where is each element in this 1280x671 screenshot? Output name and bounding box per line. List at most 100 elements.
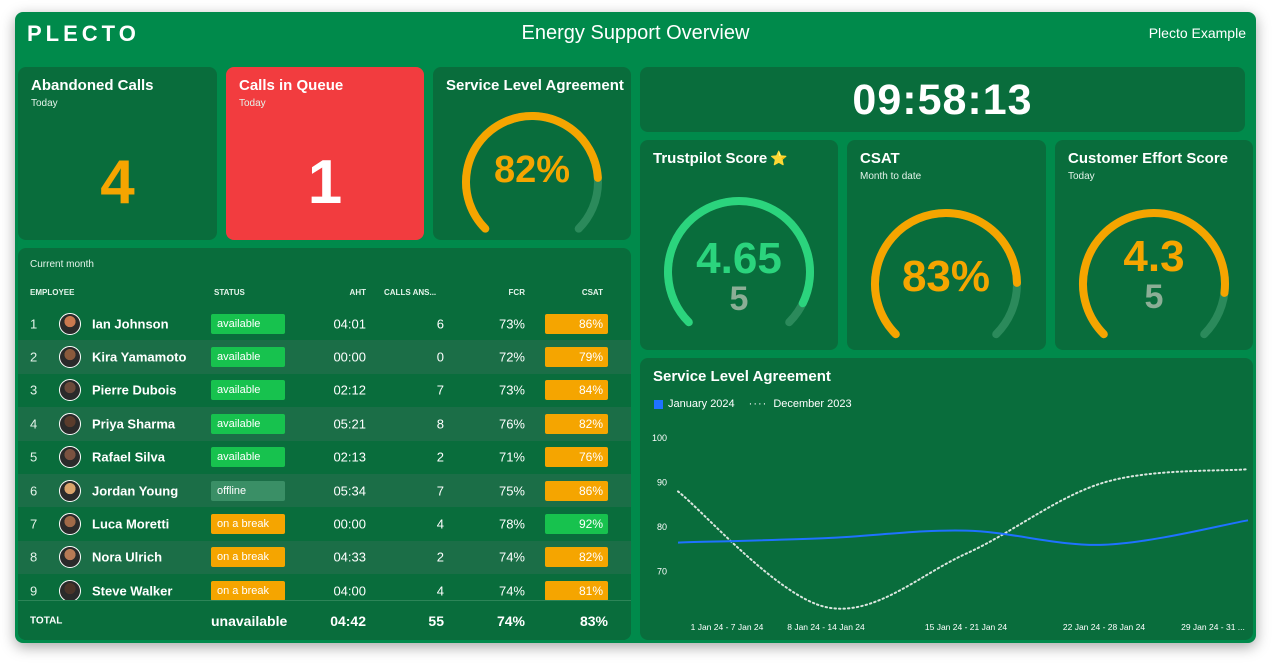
legend-label-december[interactable]: December 2023	[773, 398, 852, 410]
card-title: Abandoned Calls	[31, 77, 154, 94]
gauge-arc	[1079, 208, 1229, 339]
table-row[interactable]: 6 Jordan Young offline 05:34 7 75% 86%	[18, 473, 631, 508]
employee-name[interactable]: Rafael Silva	[92, 449, 165, 465]
ces-value: 4.3	[1123, 232, 1185, 281]
card-subtitle: Today	[1068, 171, 1095, 182]
employee-name[interactable]: Jordan Young	[92, 483, 179, 499]
trustpilot-card: Trustpilot Score ⭐ 4.65 5	[640, 140, 838, 350]
avatar	[59, 479, 81, 502]
y-tick-label: 80	[657, 522, 667, 532]
status-badge: available	[211, 313, 285, 334]
fcr-value: 75%	[498, 483, 525, 499]
calls-value: 4	[436, 516, 444, 532]
csat-badge: 82%	[545, 413, 608, 434]
star-icon: ⭐	[770, 150, 788, 166]
fcr-value: 74%	[498, 549, 525, 565]
gauge-arc	[462, 112, 602, 233]
csat-badge: 82%	[545, 547, 608, 568]
sla-gauge-card: Service Level Agreement 82%	[433, 67, 631, 240]
sla-gauge: 82%	[457, 105, 607, 235]
col-header-aht[interactable]: AHT	[349, 288, 366, 297]
series-line[interactable]	[677, 519, 1249, 546]
table-period: Current month	[30, 259, 94, 270]
status-badge: available	[211, 380, 285, 401]
sla-chart-card: Service Level Agreement January 2024 ···…	[640, 358, 1253, 640]
employee-name[interactable]: Priya Sharma	[92, 416, 176, 432]
aht-value: 04:00	[333, 583, 366, 599]
employee-name[interactable]: Kira Yamamoto	[92, 349, 187, 365]
trustpilot-max: 5	[729, 280, 749, 318]
avatar	[59, 546, 81, 569]
employee-name[interactable]: Steve Walker	[92, 583, 173, 599]
sla-gauge-value: 82%	[493, 149, 571, 191]
employee-table-card: Current month EMPLOYEE STATUS AHT CALLS …	[18, 248, 631, 640]
fcr-value: 71%	[498, 449, 525, 465]
card-title: Customer Effort Score	[1068, 150, 1229, 167]
employee-name[interactable]: Ian Johnson	[92, 316, 169, 332]
status-badge: on a break	[211, 514, 285, 535]
account-name[interactable]: Plecto Example	[1148, 25, 1246, 41]
gauge-fill	[871, 208, 1021, 339]
col-header-fcr[interactable]: FCR	[508, 288, 525, 297]
table-row[interactable]: 7 Luca Moretti on a break 00:00 4 78% 92%	[18, 507, 631, 540]
avatar	[59, 346, 81, 369]
row-rank: 4	[30, 416, 38, 432]
csat-badge: 76%	[545, 447, 608, 468]
aht-value: 05:21	[333, 416, 366, 432]
row-rank: 1	[30, 316, 38, 332]
row-rank: 3	[30, 382, 38, 398]
fcr-value: 73%	[498, 382, 525, 398]
avatar	[59, 579, 81, 602]
avatar	[59, 412, 81, 435]
table-row[interactable]: 2 Kira Yamamoto available 00:00 0 72% 79%	[18, 340, 631, 374]
y-tick-label: 90	[657, 478, 667, 488]
chart-legend: January 2024 ···· December 2023	[654, 398, 852, 410]
trustpilot-gauge: 4.65 5	[659, 190, 819, 330]
x-tick-label: 1 Jan 24 - 7 Jan 24	[691, 622, 764, 632]
ces-max: 5	[1144, 278, 1164, 316]
total-status: unavailable	[211, 612, 288, 629]
dashboard-title: Energy Support Overview	[521, 22, 750, 44]
status-badge: available	[211, 347, 285, 368]
table-row[interactable]: 3 Pierre Dubois available 02:12 7 73% 84%	[18, 374, 631, 407]
total-csat: 83%	[579, 612, 608, 629]
csat-badge: 81%	[545, 580, 608, 601]
chart-title: Service Level Agreement	[653, 368, 831, 385]
calls-value: 0	[436, 349, 444, 365]
row-rank: 8	[30, 549, 38, 565]
row-rank: 7	[30, 516, 38, 532]
series-line[interactable]	[677, 468, 1249, 610]
clock-time: 09:58:13	[852, 76, 1033, 124]
aht-value: 04:33	[333, 549, 366, 565]
employee-name[interactable]: Pierre Dubois	[92, 382, 177, 398]
x-tick-label: 29 Jan 24 - 31 ...	[1181, 622, 1245, 632]
table-row[interactable]: 5 Rafael Silva available 02:13 2 71% 76%	[18, 441, 631, 474]
card-subtitle: Month to date	[860, 171, 922, 182]
col-header-status[interactable]: STATUS	[214, 288, 245, 297]
aht-value: 02:12	[333, 382, 366, 398]
aht-value: 00:00	[333, 516, 366, 532]
csat-value: 83%	[901, 252, 991, 301]
row-rank: 6	[30, 483, 38, 499]
calls-value: 6	[436, 316, 444, 332]
fcr-value: 72%	[498, 349, 525, 365]
trustpilot-value: 4.65	[696, 234, 782, 283]
customer-effort-card: Customer Effort Score Today 4.3 5	[1055, 140, 1253, 350]
col-header-employee[interactable]: EMPLOYEE	[30, 288, 75, 297]
table-row[interactable]: 8 Nora Ulrich on a break 04:33 2 74% 82%	[18, 540, 631, 575]
table-row[interactable]: 1 Ian Johnson available 04:01 6 73% 86%	[18, 307, 631, 340]
aht-value: 05:34	[333, 483, 366, 499]
y-tick-label: 100	[652, 433, 667, 443]
legend-label-january[interactable]: January 2024	[668, 398, 735, 410]
employee-name[interactable]: Nora Ulrich	[92, 549, 163, 565]
col-header-csat[interactable]: CSAT	[581, 288, 603, 297]
fcr-value: 76%	[498, 416, 525, 432]
employee-name[interactable]: Luca Moretti	[92, 516, 170, 532]
calls-value: 7	[436, 382, 444, 398]
row-rank: 5	[30, 449, 38, 465]
table-row[interactable]: 4 Priya Sharma available 05:21 8 76% 82%	[18, 407, 631, 441]
csat-badge: 86%	[545, 480, 608, 501]
card-title: CSAT	[860, 150, 900, 167]
col-header-calls[interactable]: CALLS ANS...	[384, 288, 437, 297]
trustpilot-title: Trustpilot Score	[653, 150, 768, 167]
